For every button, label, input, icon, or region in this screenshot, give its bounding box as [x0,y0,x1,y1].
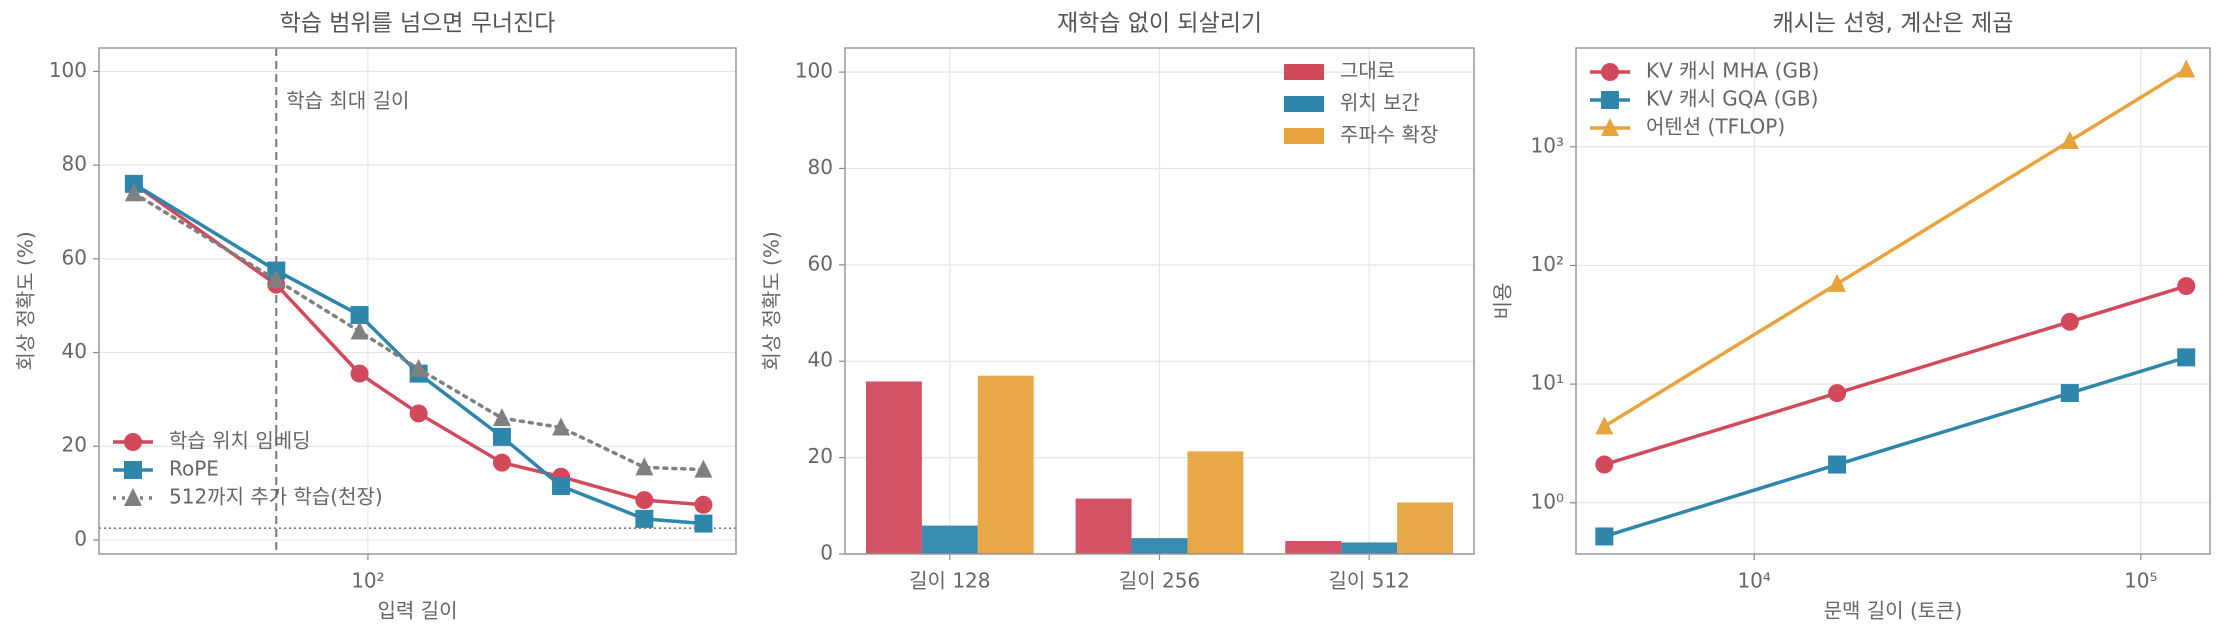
marker [124,433,142,451]
series-line [132,191,706,472]
y-tick-label: 80 [62,152,87,176]
marker [694,514,713,533]
chart-title: 학습 범위를 넘으면 무너진다 [280,11,556,37]
series-line [132,182,706,526]
chart-title: 재학습 없이 되살리기 [1057,11,1262,37]
marker [1595,455,1614,474]
y-tick-label: 100 [49,58,87,82]
y-tick-label: 10³ [1531,133,1564,157]
marker [124,461,142,479]
bar [1397,502,1454,554]
x-tick-label: 길이 128 [909,569,990,593]
y-tick-label: 10¹ [1531,371,1564,395]
marker [2060,130,2079,149]
legend-swatch [1284,64,1324,80]
y-tick-label: 0 [74,526,87,550]
plot-frame [98,47,737,555]
y-tick-label: 100 [795,59,833,83]
x-tick-label: 10⁴ [1737,569,1770,593]
y-axis-label: 회상 정확도 (%) [14,231,38,370]
legend-swatch [1284,96,1324,112]
x-tick-label: 길이 512 [1328,569,1409,593]
plot-frame [844,47,1475,555]
marker [350,364,369,383]
marker [552,477,571,496]
y-tick-label: 40 [62,339,87,363]
marker [635,457,654,476]
series-line [1602,67,2188,429]
x-tick-label: 10⁵ [2124,569,2157,593]
marker [1601,63,1619,81]
legend-label: 그대로 [1340,59,1395,83]
legend-swatch [1284,128,1324,144]
bar [865,381,922,554]
y-tick-label: 0 [820,541,833,565]
legend-label: 학습 위치 임베딩 [169,429,311,453]
legend-label: KV 캐시 GQA (GB) [1646,87,1818,111]
bar [1075,498,1132,554]
marker [635,491,654,510]
y-tick-label: 20 [808,444,833,468]
y-axis-label: 회상 정확도 (%) [760,231,784,370]
y-tick-label: 20 [62,433,87,457]
marker [2060,384,2079,403]
chart-title: 캐시는 선형, 계산은 제곱 [1773,11,2014,37]
y-tick-label: 80 [808,155,833,179]
series-line [1602,355,2188,539]
plot-frame [1575,47,2211,555]
marker [124,488,142,506]
marker [1595,416,1614,435]
bar [977,375,1034,554]
y-axis-label: 비용 [1491,283,1515,320]
marker [492,453,511,472]
y-tick-label: 60 [62,245,87,269]
marker [2177,277,2196,296]
marker [350,306,369,325]
marker [552,417,571,436]
legend-label: 위치 보간 [1340,91,1420,115]
marker [267,269,286,288]
y-tick-label: 10⁰ [1531,489,1564,513]
bar [1187,451,1244,554]
marker [635,509,654,528]
marker [694,459,713,478]
y-tick-label: 60 [808,251,833,275]
marker [694,495,713,514]
marker [1601,118,1619,136]
marker [124,183,143,202]
x-axis-label: 문맥 길이 (토큰) [1824,599,1963,623]
annotation: 학습 최대 길이 [286,89,409,113]
bar [1131,538,1188,554]
marker [1601,91,1619,109]
marker [1828,384,1847,403]
legend-label: RoPE [169,457,219,481]
y-tick-label: 40 [808,348,833,372]
marker [1828,273,1847,292]
x-tick-label: 10² [351,569,384,593]
marker [350,321,369,340]
legend-label: KV 캐시 MHA (GB) [1646,59,1819,83]
marker [492,427,511,446]
bar [1285,540,1342,554]
legend-label: 주파수 확장 [1340,123,1438,147]
marker [2177,59,2196,78]
marker [1595,527,1614,546]
legend-label: 어텐션 (TFLOP) [1646,115,1785,139]
marker [492,408,511,427]
legend-label: 512까지 추가 학습(천장) [169,485,383,509]
marker [409,404,428,423]
marker [2060,312,2079,331]
bar [921,525,978,554]
x-axis-label: 입력 길이 [378,599,458,623]
marker [1828,455,1847,474]
series-line [132,182,706,507]
x-tick-label: 길이 256 [1119,569,1200,593]
marker [409,358,428,377]
bar [1341,542,1398,554]
marker [2177,348,2196,367]
y-tick-label: 10² [1531,252,1564,276]
series-line [1602,284,2188,467]
